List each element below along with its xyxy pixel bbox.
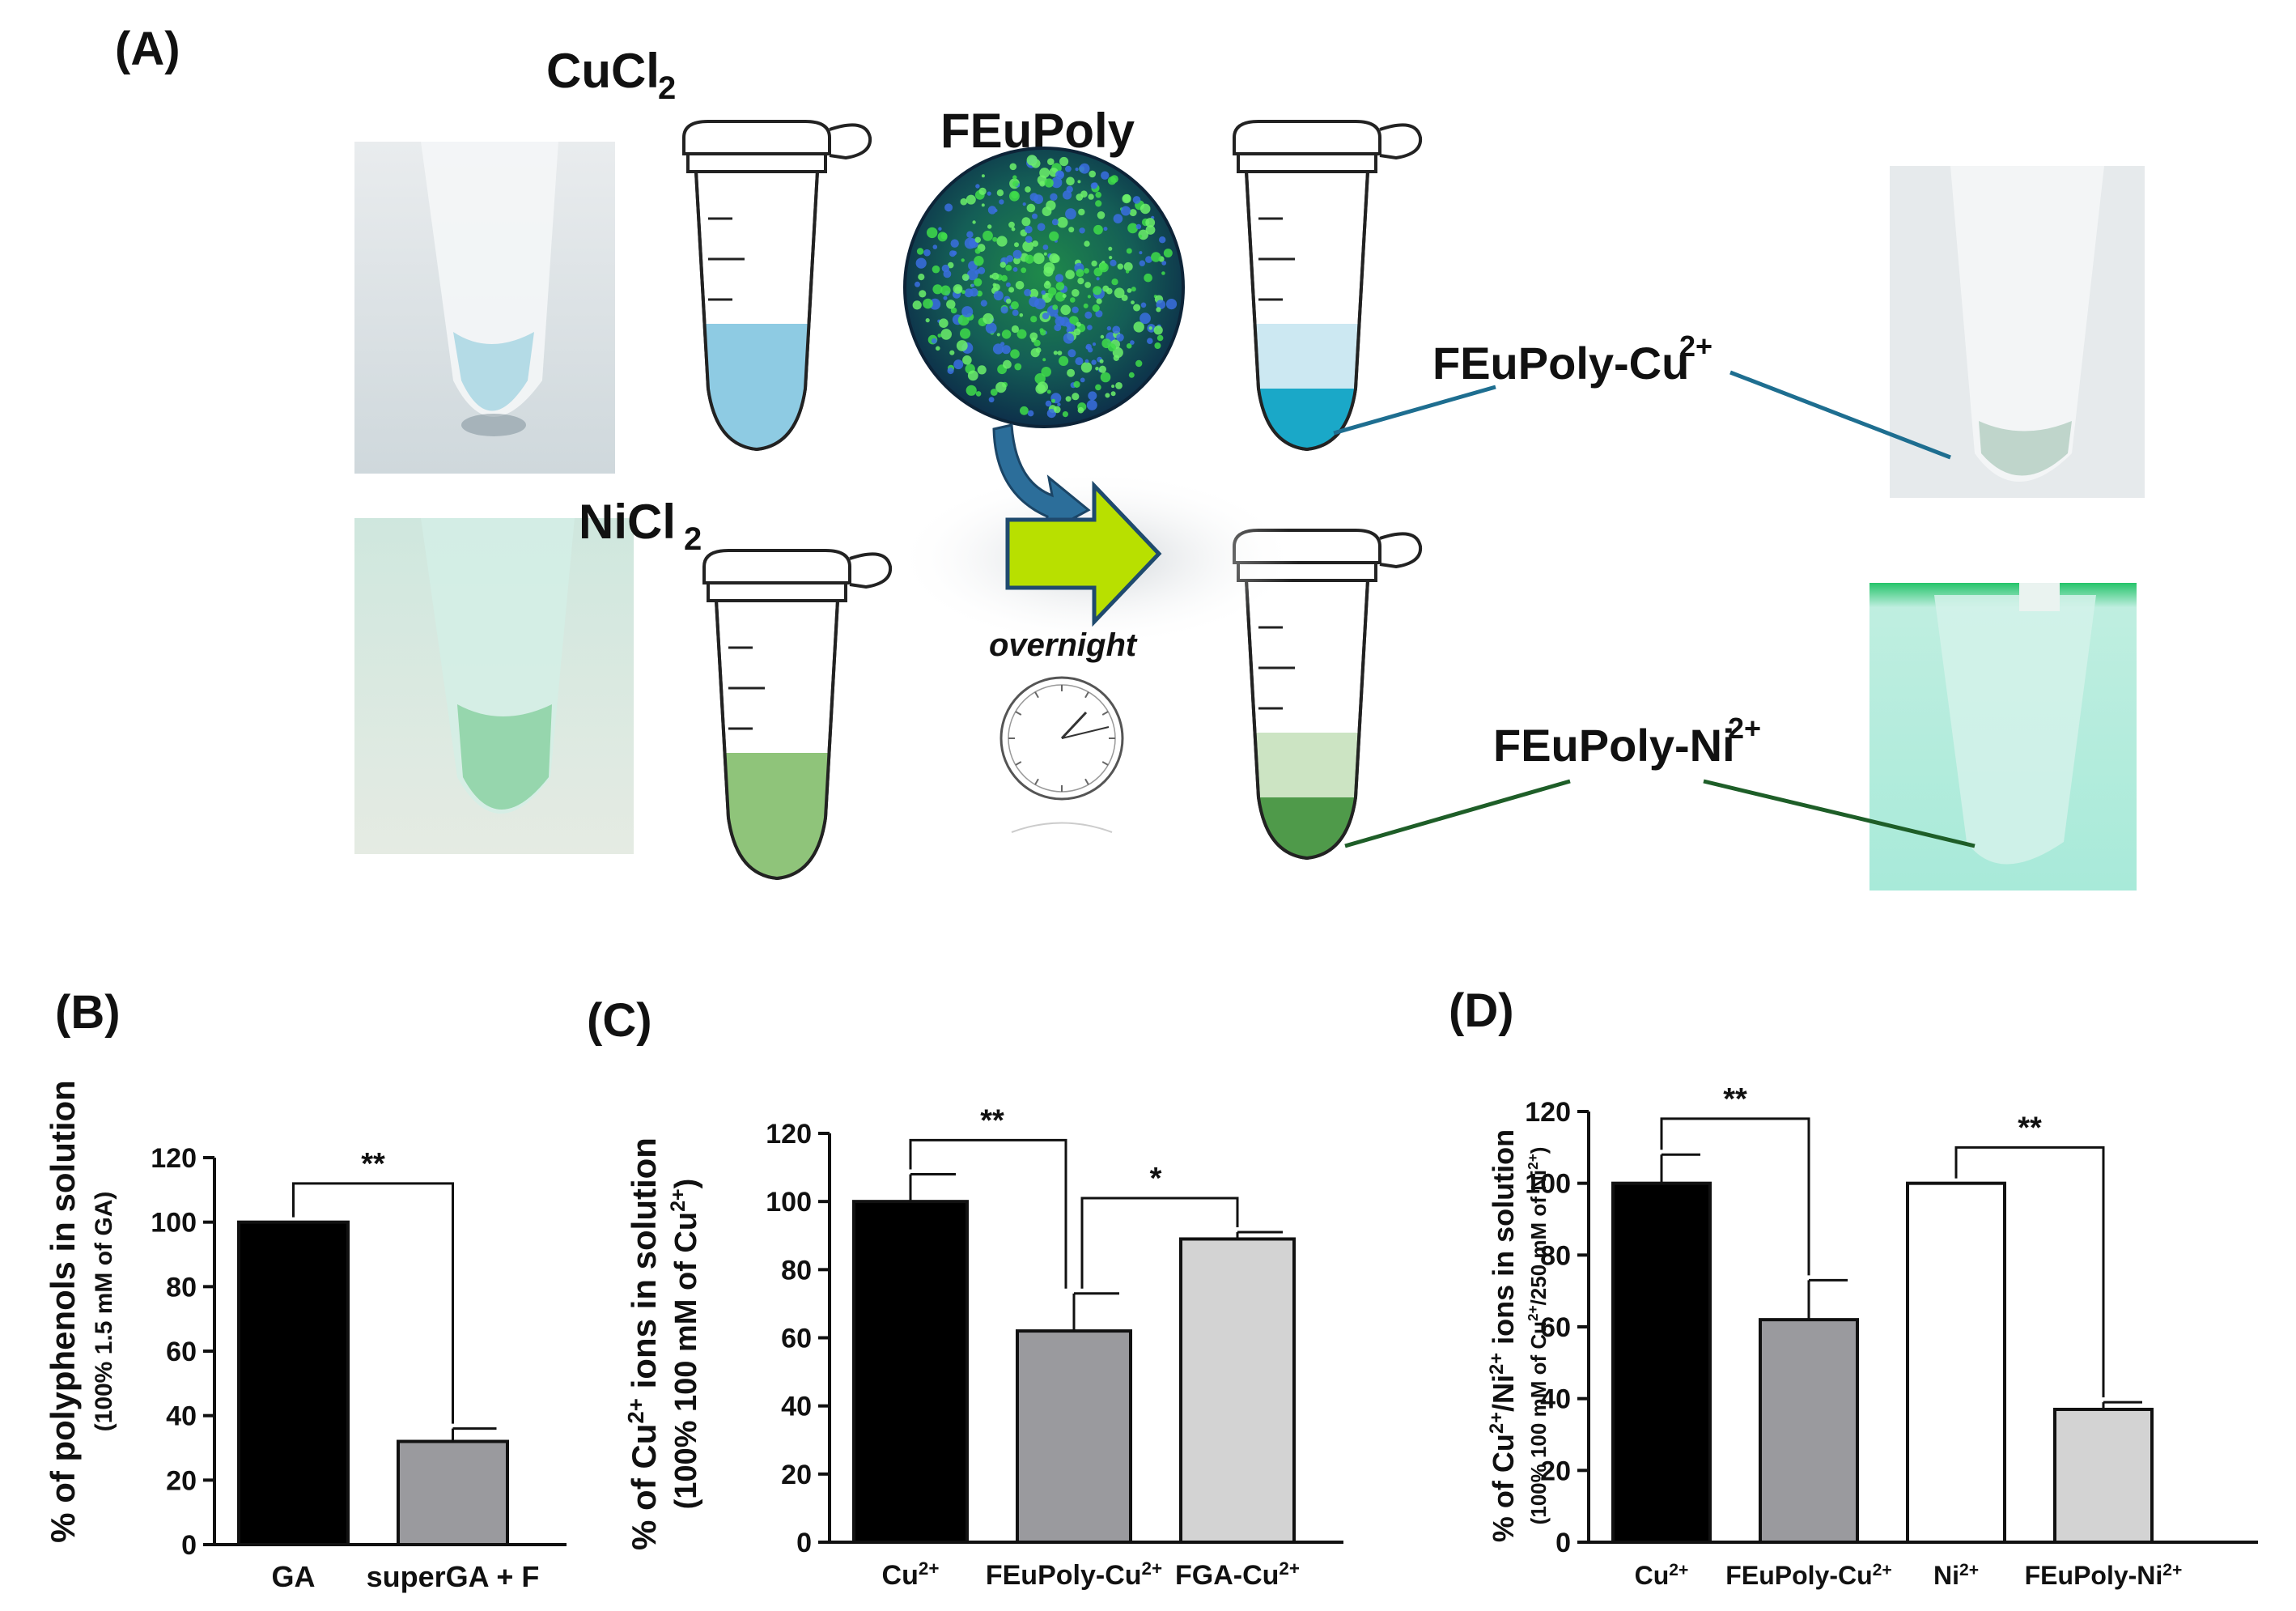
clock-icon <box>999 676 1124 833</box>
connector-line-cu-photo <box>1729 370 1951 460</box>
y-tick-label: 0 <box>796 1528 812 1558</box>
y-tick-label: 100 <box>766 1187 812 1218</box>
svg-text:2: 2 <box>658 70 676 106</box>
y-tick-label: 120 <box>1525 1097 1571 1128</box>
x-tick-label: Cu2+ <box>1635 1561 1689 1591</box>
feupoly-microscopy-image <box>903 147 1185 428</box>
x-tick-label: FEuPoly-Cu2+ <box>1725 1561 1891 1591</box>
y-tick-label: 80 <box>1540 1240 1571 1271</box>
bar <box>1906 1181 2006 1544</box>
panel-letter: (B) <box>55 986 121 1039</box>
x-tick-label: FEuPoly-Ni2+ <box>2025 1561 2183 1591</box>
tube-cucl2 <box>682 120 872 452</box>
bar <box>1016 1329 1132 1545</box>
significance-bracket <box>1954 1146 2105 1398</box>
significance-label: ** <box>980 1103 1004 1137</box>
y-tick-label: 120 <box>151 1143 197 1174</box>
connector-line-ni <box>1344 779 1571 848</box>
right-arrow-icon <box>1005 480 1162 627</box>
y-tick-label: 120 <box>766 1119 812 1150</box>
panel-letter: (D) <box>1449 984 1514 1037</box>
photo-feupoly-ni-tube <box>1869 583 2137 891</box>
significance-label: * <box>1150 1162 1162 1196</box>
y-tick-label: 20 <box>781 1460 812 1490</box>
significance-label: ** <box>361 1147 385 1181</box>
bar-charts: (B) 0 20 40 60 80 100 120 GA superGA + F ** % of po… <box>44 984 2258 1593</box>
y-tick-label: 100 <box>151 1208 197 1239</box>
label-overnight: overnight <box>989 627 1138 663</box>
connector-line-cu <box>1333 385 1496 436</box>
significance-bracket <box>909 1138 1067 1289</box>
y-tick-label: 60 <box>781 1324 812 1354</box>
svg-text:CuCl: CuCl <box>546 44 660 98</box>
chart-d: (D) 0 20 40 60 80 100 120 Cu2+ FEuPoly-Cu2+ Ni2+ FE… <box>1449 984 2258 1590</box>
y-axis-sublabel: (100% 1.5 mM of GA) <box>91 1192 117 1432</box>
svg-text:NiCl: NiCl <box>579 495 676 549</box>
y-tick-label: 40 <box>1540 1384 1571 1415</box>
y-tick-label: 0 <box>1555 1528 1571 1558</box>
bar <box>2053 1407 2154 1545</box>
bar <box>852 1200 969 1544</box>
significance-bracket <box>1660 1117 1810 1276</box>
y-tick-label: 60 <box>166 1337 197 1367</box>
y-tick-label: 80 <box>166 1272 197 1303</box>
photo-feupoly-cu-tube <box>1890 166 2145 498</box>
significance-label: ** <box>1723 1082 1747 1116</box>
significance-bracket <box>1080 1197 1239 1289</box>
y-tick-label: 20 <box>166 1465 197 1496</box>
label-feupoly-cu: FEuPoly-Cu 2+ <box>1432 329 1712 389</box>
y-tick-label: 60 <box>1540 1312 1571 1343</box>
tube-feupoly-ni <box>1233 529 1423 861</box>
svg-text:FEuPoly-Ni: FEuPoly-Ni <box>1493 720 1735 771</box>
y-tick-label: 20 <box>1540 1456 1571 1486</box>
photo-nicl2-tube <box>354 518 634 854</box>
x-tick-label: Cu2+ <box>882 1558 940 1592</box>
x-tick-label: FEuPoly-Cu2+ <box>986 1558 1162 1592</box>
svg-text:2+: 2+ <box>1679 329 1712 363</box>
label-cucl2: CuCl 2 <box>546 44 676 106</box>
panel-letter: (C) <box>587 994 652 1047</box>
y-axis-sublabel: (100% 100 mM of Cu2+/250 mM of Ni2+) <box>1525 1147 1551 1525</box>
y-tick-label: 0 <box>181 1530 197 1561</box>
significance-label: ** <box>2018 1111 2042 1145</box>
label-feupoly-ni: FEuPoly-Ni 2+ <box>1493 712 1761 771</box>
bar <box>1611 1181 1712 1544</box>
y-tick-label: 40 <box>781 1392 812 1422</box>
bar <box>397 1439 509 1546</box>
tube-nicl2 <box>702 549 893 881</box>
svg-text:2: 2 <box>684 521 702 557</box>
y-tick-label: 40 <box>166 1401 197 1432</box>
label-nicl2: NiCl 2 <box>579 495 702 557</box>
bar <box>237 1220 350 1546</box>
significance-bracket <box>292 1182 454 1424</box>
y-axis-sublabel: (100% 100 mM of Cu2+) <box>667 1179 703 1510</box>
x-tick-label: GA <box>272 1560 316 1593</box>
y-tick-label: 80 <box>781 1255 812 1286</box>
tube-feupoly-cu <box>1233 120 1423 452</box>
x-tick-label: superGA + F <box>367 1560 540 1593</box>
x-tick-label: FGA-Cu2+ <box>1175 1558 1300 1592</box>
svg-text:FEuPoly-Cu: FEuPoly-Cu <box>1432 338 1689 389</box>
chart-b: (B) 0 20 40 60 80 100 120 GA superGA + F ** % of po… <box>44 986 567 1593</box>
panel-a: (A) CuCl 2 Ni <box>115 23 2145 891</box>
bar <box>1179 1237 1296 1545</box>
connector-line-ni-photo <box>1703 779 1976 848</box>
chart-c: (C) 0 20 40 60 80 100 120 Cu2+ FEuPoly-Cu2+ FGA-Cu… <box>587 994 1343 1591</box>
x-tick-label: Ni2+ <box>1933 1561 1979 1591</box>
bar <box>1759 1318 1859 1544</box>
photo-cucl2-tube <box>354 142 615 474</box>
y-axis-label: % of Cu2+ ions in solution <box>623 1137 664 1550</box>
y-axis-label: % of Cu2+/Ni2+ ions in solution <box>1486 1129 1521 1542</box>
y-axis-label: % of polyphenols in solution <box>44 1080 82 1543</box>
y-tick-label: 100 <box>1525 1169 1571 1200</box>
svg-text:2+: 2+ <box>1728 712 1761 745</box>
panel-a-letter: (A) <box>115 23 180 75</box>
